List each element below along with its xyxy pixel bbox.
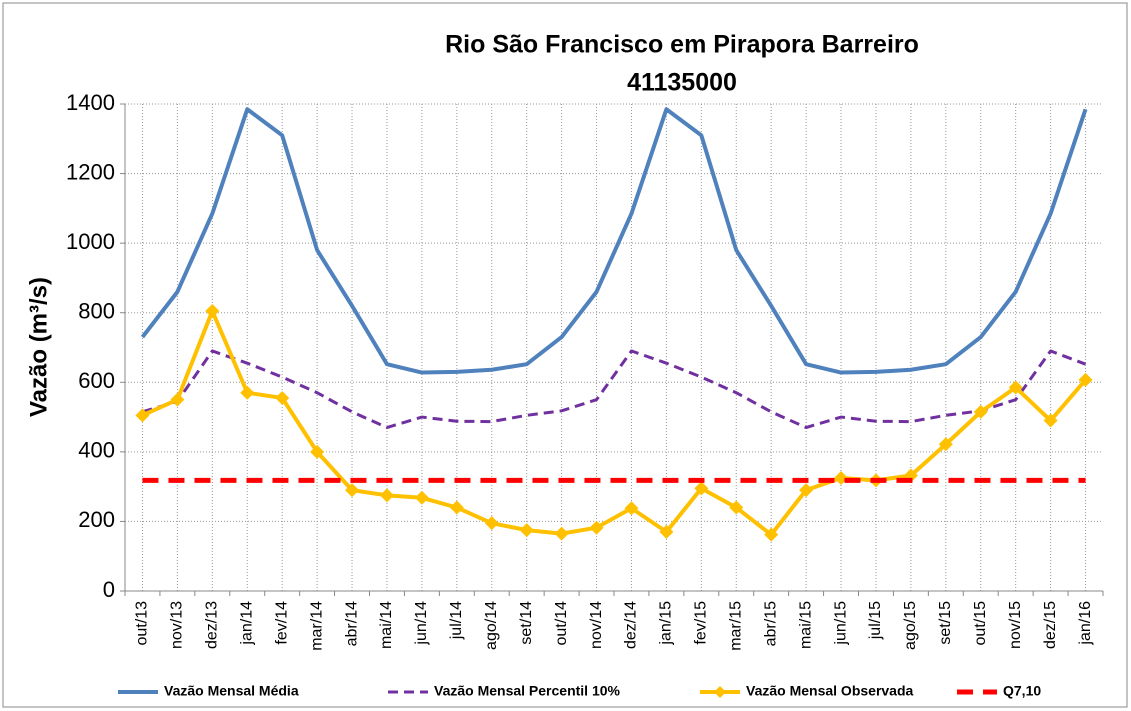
- x-tick-label: jan/14: [238, 601, 255, 646]
- point: [799, 483, 814, 498]
- chart-subtitle: 41135000: [627, 69, 737, 97]
- legend-marker: [714, 686, 726, 698]
- y-tick-label: 1000: [66, 229, 115, 254]
- x-tick-label: jul/14: [448, 601, 465, 640]
- x-tick-label: abr/15: [762, 601, 779, 646]
- x-tick-label: jul/15: [867, 601, 884, 640]
- x-tick-label: jan/16: [1077, 601, 1094, 646]
- y-tick-label: 400: [78, 438, 115, 463]
- point: [205, 303, 220, 318]
- point: [694, 481, 709, 496]
- legend-label: Q7,10: [1003, 683, 1041, 699]
- point: [764, 527, 779, 542]
- y-tick-label: 800: [78, 299, 115, 324]
- x-tick-label: out/14: [553, 601, 570, 646]
- point: [1008, 380, 1023, 395]
- x-tick-label: mar/15: [727, 601, 744, 651]
- point: [310, 444, 325, 459]
- x-tick-label: nov/13: [169, 601, 186, 649]
- x-tick-label: mar/14: [308, 601, 325, 651]
- point: [1078, 372, 1093, 387]
- x-tick-label: ago/14: [483, 601, 500, 650]
- point: [973, 404, 988, 419]
- x-tick-label: dez/13: [204, 601, 221, 649]
- series-line: [141, 308, 1088, 537]
- y-tick-label: 200: [78, 507, 115, 532]
- series-line: [140, 107, 1088, 375]
- x-tick-label: dez/14: [623, 601, 640, 649]
- point: [484, 516, 499, 531]
- legend-label: Vazão Mensal Média: [164, 683, 299, 699]
- x-tick-label: abr/14: [343, 601, 360, 646]
- point: [275, 390, 290, 405]
- point: [659, 524, 674, 539]
- x-tick-label: ago/15: [902, 601, 919, 650]
- x-tick-label: jun/15: [832, 601, 849, 646]
- chart-title: Rio São Francisco em Pirapora Barreiro: [445, 31, 919, 59]
- series-line: [142, 349, 1087, 430]
- point: [240, 385, 255, 400]
- x-tick-label: jan/15: [658, 601, 675, 646]
- point: [519, 523, 534, 538]
- y-tick-label: 600: [78, 368, 115, 393]
- x-tick-label: out/13: [134, 601, 151, 646]
- point: [554, 526, 569, 541]
- y-tick-label: 1200: [66, 159, 115, 184]
- legend-label: Vazão Mensal Percentil 10%: [434, 683, 621, 699]
- x-tick-label: mai/15: [797, 601, 814, 649]
- point: [729, 500, 744, 515]
- x-tick-label: dez/15: [1042, 601, 1059, 649]
- point: [414, 490, 429, 505]
- point: [1043, 413, 1058, 428]
- point: [135, 408, 150, 423]
- y-axis-label: Vazão (m³/s): [25, 277, 52, 417]
- x-tick-label: fev/15: [693, 601, 710, 645]
- x-tick-label: jun/14: [413, 601, 430, 646]
- x-tick-label: set/14: [518, 601, 535, 645]
- x-tick-label: out/15: [972, 601, 989, 646]
- x-tick-label: nov/15: [1007, 601, 1024, 649]
- point: [345, 483, 360, 498]
- point: [589, 520, 604, 535]
- x-tick-label: mai/14: [378, 601, 395, 649]
- x-tick-label: nov/14: [588, 601, 605, 649]
- legend-label: Vazão Mensal Observada: [746, 683, 914, 699]
- x-tick-label: set/15: [937, 601, 954, 645]
- y-tick-label: 1400: [66, 90, 115, 115]
- x-tick-label: fev/14: [273, 601, 290, 645]
- point: [170, 392, 185, 407]
- point: [449, 500, 464, 515]
- y-tick-label: 0: [103, 577, 115, 602]
- point: [938, 437, 953, 452]
- point: [624, 501, 639, 516]
- point: [379, 488, 394, 503]
